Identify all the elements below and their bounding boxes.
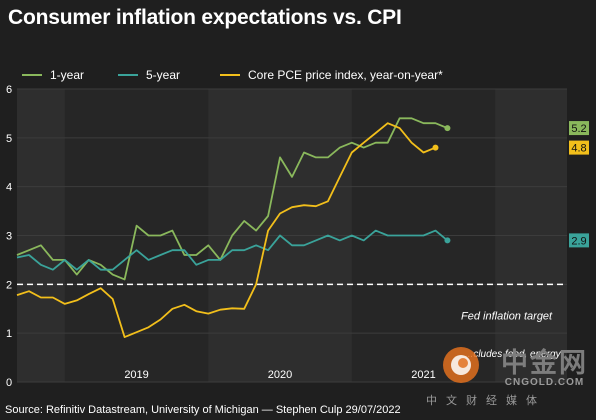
- watermark-chinese-name: 中金网: [501, 348, 588, 378]
- x-tick-label: 2019: [124, 369, 148, 381]
- core-pce-end-label-box: [569, 140, 589, 155]
- x-tick-label: 2020: [268, 369, 292, 381]
- y-tick-label: 5: [6, 133, 12, 145]
- chart-title: Consumer inflation expectations vs. CPI: [8, 6, 402, 29]
- five-year-end-marker: [444, 237, 451, 244]
- watermark-tagline: 中文财经媒体: [426, 395, 546, 407]
- line-chart: 0 1 2 3 4 5 6 2019 2020 2021 Fed inflation target 5…: [6, 68, 589, 389]
- core-pce-series-line: [16, 122, 436, 339]
- y-tick-label: 4: [6, 182, 12, 194]
- one-year-end-label: 5.2: [571, 123, 586, 135]
- y-tick-label: 1: [6, 328, 12, 340]
- y-tick-label: 3: [6, 231, 12, 243]
- y-tick-label: 6: [6, 84, 12, 96]
- one-year-end-marker: [444, 125, 451, 132]
- source-footer: Source: Refinitiv Datastream, University…: [5, 404, 401, 416]
- five-year-end-label-box: [569, 233, 589, 248]
- core-pce-end-label: 4.8: [571, 143, 586, 155]
- y-tick-label: 2: [6, 279, 12, 291]
- one-year-legend-label: 1-year: [50, 68, 84, 82]
- y-tick-label: 0: [6, 377, 12, 389]
- five-year-end-label: 2.9: [571, 235, 586, 247]
- five-year-series-line: [16, 229, 448, 271]
- five-year-legend-label: 5-year: [146, 68, 180, 82]
- core-pce-end-marker: [432, 144, 439, 151]
- core-pce-legend-label: Core PCE price index, year-on-year*: [248, 68, 443, 82]
- footnote-partial: ...cludes food, energy: [465, 349, 562, 360]
- watermark-logo-icon: [440, 344, 482, 391]
- x-tick-label: 2021: [411, 369, 435, 381]
- watermark: 中金网 CNGOLD.COM: [501, 349, 588, 388]
- fed-target-label: Fed inflation target: [461, 310, 553, 322]
- one-year-end-label-box: [569, 121, 589, 136]
- watermark-domain: CNGOLD.COM: [504, 377, 585, 388]
